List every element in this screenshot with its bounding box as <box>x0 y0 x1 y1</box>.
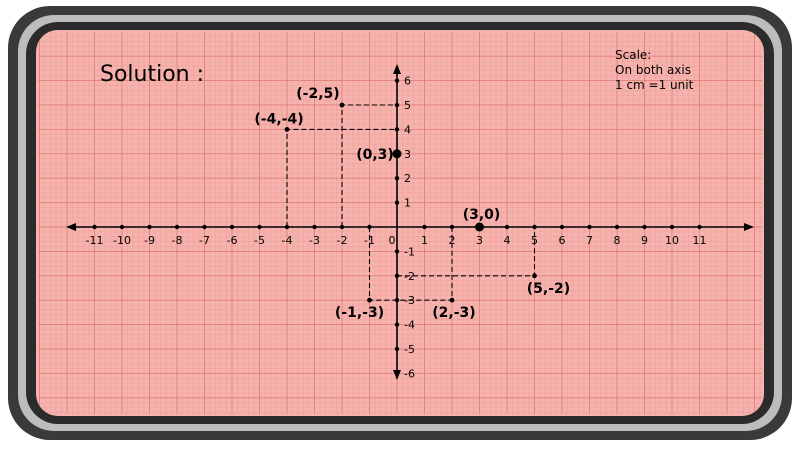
scale-note: Scale: On both axis 1 cm =1 unit <box>615 48 693 93</box>
x-tick-dot <box>119 224 125 230</box>
x-tick-dot <box>229 224 235 230</box>
y-tick-label: 2 <box>404 172 411 185</box>
data-point <box>367 297 372 303</box>
point-label: (-1,-3) <box>335 305 384 321</box>
data-point <box>532 273 537 279</box>
x-tick-label: 1 <box>421 234 428 247</box>
x-tick-label: 7 <box>586 234 593 247</box>
x-tick-dot <box>257 224 262 230</box>
point-label: (-2,5) <box>296 86 339 102</box>
data-point <box>392 149 402 159</box>
x-tick-label: -5 <box>254 234 265 247</box>
x-tick-label: -7 <box>199 234 210 247</box>
y-axis-arrow-up <box>393 64 401 74</box>
y-tick-label: 4 <box>404 123 411 136</box>
heading: Solution : <box>100 62 205 87</box>
point-label: (2,-3) <box>432 305 475 321</box>
x-tick-dot <box>92 224 97 230</box>
x-tick-dot <box>174 224 180 230</box>
x-tick-label: -11 <box>86 234 104 247</box>
y-tick-dot <box>394 176 400 181</box>
data-point <box>284 126 290 132</box>
y-tick-label: -5 <box>404 343 415 356</box>
x-tick-label: 10 <box>665 234 679 247</box>
x-tick-label: 4 <box>504 234 511 247</box>
x-axis-arrow-left <box>66 223 76 231</box>
y-tick-dot <box>394 200 400 205</box>
projection-guide <box>368 227 453 301</box>
x-tick-label: 9 <box>641 234 648 247</box>
x-tick-dot <box>669 224 675 230</box>
x-tick-label: -8 <box>172 234 183 247</box>
y-tick-label: 1 <box>404 197 411 210</box>
y-tick-dot <box>394 249 400 254</box>
x-tick-dot <box>642 224 647 230</box>
x-tick-dot <box>614 224 620 230</box>
x-tick-dot <box>312 224 317 230</box>
point-label: (5,-2) <box>527 281 570 297</box>
x-tick-label: -10 <box>113 234 131 247</box>
y-tick-label: 6 <box>404 75 411 88</box>
scale-note-line: Scale: <box>615 48 652 62</box>
x-tick-dot <box>587 224 592 230</box>
y-tick-label: -6 <box>404 367 415 380</box>
x-tick-label: -4 <box>282 234 293 247</box>
x-tick-label: -9 <box>144 234 155 247</box>
point-label: (0,3) <box>356 147 394 163</box>
point-label: (3,0) <box>463 207 501 223</box>
x-tick-label: 3 <box>476 234 483 247</box>
y-tick-dot <box>394 371 400 376</box>
x-tick-dot <box>422 224 427 230</box>
y-tick-dot <box>394 78 400 83</box>
x-tick-dot <box>697 224 702 230</box>
x-axis-arrow-right <box>744 223 754 231</box>
scale-note-line: On both axis <box>615 63 691 77</box>
x-tick-label: -3 <box>309 234 320 247</box>
x-tick-label: 0 <box>389 234 396 247</box>
scale-note-line: 1 cm =1 unit <box>615 78 694 92</box>
x-tick-label: 11 <box>693 234 707 247</box>
x-tick-label: -1 <box>364 234 375 247</box>
point-label: (-4,-4) <box>254 111 303 127</box>
data-point <box>449 297 455 303</box>
x-tick-label: -6 <box>227 234 238 247</box>
data-point <box>475 222 484 232</box>
y-tick-label: -4 <box>404 319 415 332</box>
data-point <box>339 102 345 108</box>
x-tick-dot <box>504 224 510 230</box>
y-tick-dot <box>394 127 400 132</box>
y-tick-dot <box>394 322 400 327</box>
y-tick-label: -1 <box>404 245 415 258</box>
x-tick-dot <box>147 224 152 230</box>
x-tick-dot <box>202 224 207 230</box>
y-tick-label: 3 <box>404 148 411 161</box>
x-tick-dot <box>559 224 565 230</box>
x-tick-label: 2 <box>449 234 456 247</box>
x-tick-label: -2 <box>337 234 348 247</box>
x-tick-label: 6 <box>559 234 566 247</box>
x-tick-label: 8 <box>614 234 621 247</box>
y-tick-label: 5 <box>404 99 411 112</box>
y-tick-dot <box>394 346 400 352</box>
